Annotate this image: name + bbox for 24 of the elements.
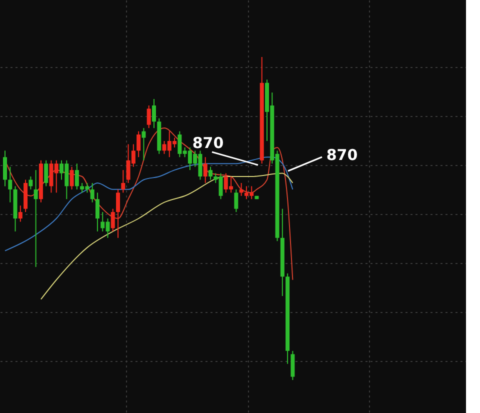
candlestick [152,98,156,129]
annotation: 870 [192,134,224,152]
candlestick [28,176,33,190]
candlestick [8,166,12,203]
candlestick [44,160,48,187]
candlestick [239,182,244,196]
candlestick [203,156,208,184]
candlestick [234,188,238,213]
candlestick [95,192,100,232]
candlestick [90,182,94,203]
candlestick [70,166,74,190]
candlestick [290,350,295,380]
candlestick [208,166,212,180]
candlestick [121,170,126,194]
candlestick [3,150,7,187]
candlestick [110,208,115,232]
candlestick [74,163,79,190]
candlestick [142,128,146,161]
candlestick [18,205,22,222]
text: 870 [326,146,358,164]
candlestick [116,188,120,238]
candlestick [34,170,38,268]
candlestick [146,104,151,129]
candlestick [136,130,141,158]
